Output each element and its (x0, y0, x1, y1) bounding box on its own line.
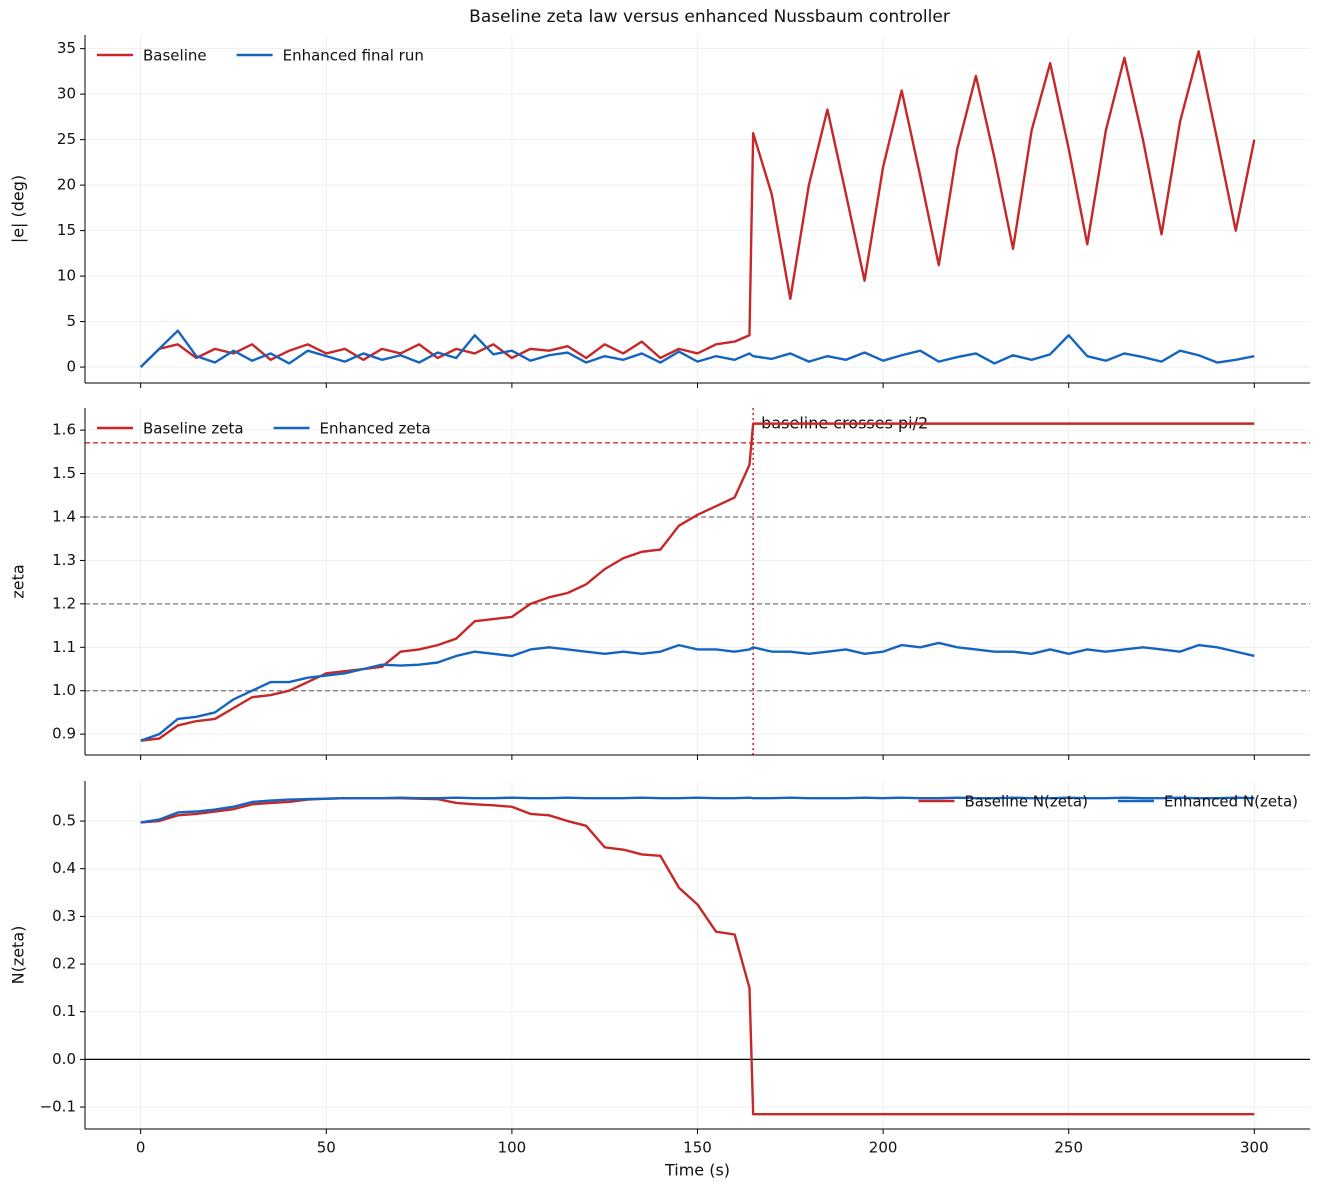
y-tick-label: 1.5 (52, 464, 76, 482)
series-line (140, 641, 1255, 742)
legend-label: Baseline (143, 47, 207, 65)
y-tick-label: 1.1 (52, 638, 76, 656)
y-tick-label: 0.1 (52, 1002, 76, 1020)
y-tick-label: 1.2 (52, 594, 76, 612)
y-tick-label: 1.4 (52, 508, 76, 526)
series-line (139, 329, 1255, 368)
y-tick-label: 0.2 (52, 955, 76, 973)
y-tick-label: −0.1 (40, 1098, 76, 1116)
legend-label: Enhanced zeta (320, 420, 431, 438)
y-tick-label: 0 (66, 358, 76, 376)
x-tick-label: 300 (1240, 1139, 1269, 1157)
x-tick-label: 50 (317, 1139, 336, 1157)
x-tick-label: 100 (498, 1139, 527, 1157)
series-line (140, 796, 1255, 824)
y-tick-label: 1.3 (52, 551, 76, 569)
x-tick-label: 250 (1054, 1139, 1083, 1157)
y-tick-label: 25 (57, 130, 76, 148)
series-line (139, 50, 1256, 368)
legend: Baseline Enhanced final run (97, 47, 424, 65)
y-tick-label: 0.4 (52, 859, 76, 877)
y-tick-label: 0.0 (52, 1050, 76, 1068)
y-tick-label: 5 (66, 312, 76, 330)
y-axis-label: zeta (9, 564, 28, 598)
legend-label: Enhanced N(zeta) (1164, 793, 1298, 811)
legend-label: Baseline zeta (143, 420, 244, 438)
x-tick-label: 200 (869, 1139, 898, 1157)
series-line (140, 422, 1255, 742)
y-tick-label: 20 (57, 176, 76, 194)
x-tick-label: 0 (136, 1139, 146, 1157)
y-tick-label: 1.6 (52, 421, 76, 439)
y-tick-label: 30 (57, 85, 76, 103)
y-axis-label: |e| (deg) (9, 175, 28, 243)
x-tick-label: 150 (683, 1139, 712, 1157)
y-tick-label: 0.5 (52, 812, 76, 830)
legend: Baseline zeta Enhanced zeta (97, 420, 431, 438)
y-tick-label: 35 (57, 39, 76, 57)
y-tick-label: 15 (57, 221, 76, 239)
chart-title: Baseline zeta law versus enhanced Nussba… (469, 7, 950, 27)
y-tick-label: 1.0 (52, 681, 76, 699)
legend-label: Baseline N(zeta) (964, 793, 1087, 811)
y-axis-label: N(zeta) (9, 926, 28, 985)
y-tick-label: 0.3 (52, 907, 76, 925)
legend: Baseline N(zeta) Enhanced N(zeta) (918, 793, 1298, 811)
y-tick-label: 10 (57, 267, 76, 285)
x-axis-label: Time (s) (664, 1161, 730, 1180)
y-tick-label: 0.9 (52, 725, 76, 743)
legend-label: Enhanced final run (283, 47, 424, 65)
